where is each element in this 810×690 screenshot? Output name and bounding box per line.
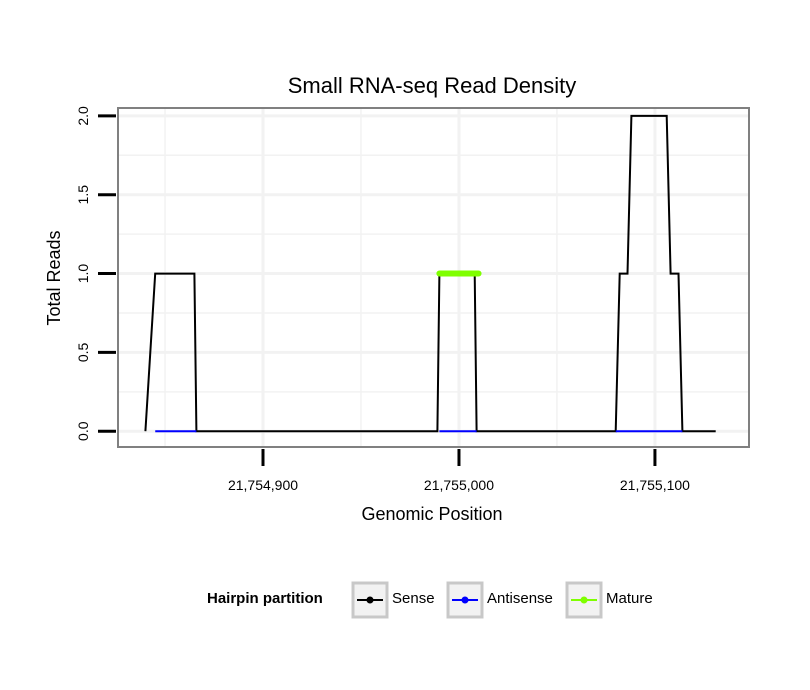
- y-tick-label: 0.0: [75, 421, 91, 441]
- y-axis: 0.0 0.5 1.0 1.5 2.0: [75, 106, 116, 441]
- y-tick-label: 0.5: [75, 342, 91, 362]
- legend-entry-label: Mature: [606, 590, 653, 607]
- sense-series-line: [144, 114, 716, 433]
- legend-key-box: [565, 581, 603, 619]
- legend-key-point: [461, 596, 469, 604]
- x-tick-label: 21,754,900: [228, 477, 298, 493]
- legend: Hairpin partition Sense Antisense Mature: [207, 581, 653, 619]
- legend-entry-label: Antisense: [487, 590, 553, 607]
- chart-title: Small RNA-seq Read Density: [288, 73, 577, 98]
- x-tick-label: 21,755,000: [424, 477, 494, 493]
- legend-key-point: [580, 596, 588, 604]
- y-tick-label: 2.0: [75, 106, 91, 126]
- plot-panel-border: [117, 107, 750, 448]
- grid: [118, 108, 749, 447]
- legend-entry-label: Sense: [392, 590, 435, 607]
- series-layer: [144, 114, 716, 433]
- legend-key-point: [366, 596, 374, 604]
- legend-title: Hairpin partition: [207, 590, 323, 607]
- y-axis-label: Total Reads: [44, 230, 64, 325]
- x-tick-label: 21,755,100: [620, 477, 690, 493]
- y-tick-label: 1.0: [75, 264, 91, 284]
- x-axis-label: Genomic Position: [361, 504, 502, 524]
- x-axis: 21,754,900 21,755,000 21,755,100: [228, 449, 690, 493]
- y-tick-label: 1.5: [75, 185, 91, 205]
